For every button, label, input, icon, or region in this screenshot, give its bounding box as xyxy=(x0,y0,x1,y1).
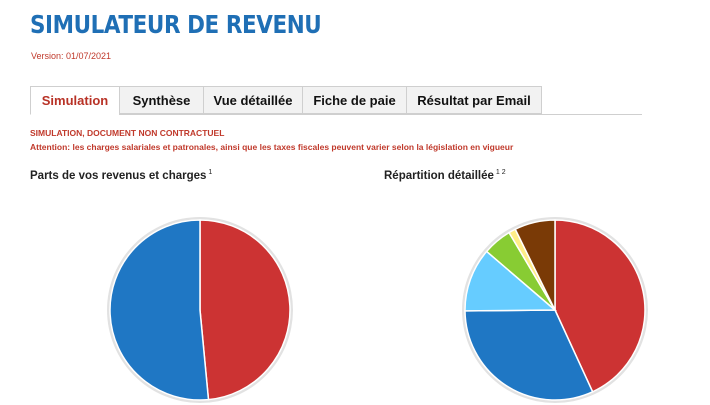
tab-simulation[interactable]: Simulation xyxy=(30,86,119,115)
pie-chart-repartition-detaillee xyxy=(462,217,648,403)
pie-chart-revenus-charges xyxy=(107,217,293,403)
tab-vue-detaillee[interactable]: Vue détaillée xyxy=(203,86,302,114)
repartition-slice-2[interactable] xyxy=(464,250,558,312)
simulation-disclaimer: SIMULATION, DOCUMENT NON CONTRACTUEL xyxy=(30,128,225,138)
chart-title-repartition: Répartition détaillée 1 2 xyxy=(384,169,506,182)
page-title: SIMULATEUR DE REVENU xyxy=(30,10,322,39)
version-label: Version: 01/07/2021 xyxy=(31,51,112,61)
tab-resultat-par-email[interactable]: Résultat par Email xyxy=(406,86,542,114)
footnote-marker: 1 2 xyxy=(495,169,506,176)
revenus-charges-slice-1[interactable] xyxy=(109,219,210,401)
chart-title-repartition-text: Répartition détaillée xyxy=(384,169,494,182)
chart-title-revenus-text: Parts de vos revenus et charges xyxy=(30,169,207,182)
legislation-warning: Attention: les charges salariales et pat… xyxy=(30,142,514,152)
revenus-charges-slice-0[interactable] xyxy=(199,219,291,401)
tab-bar: Simulation Synthèse Vue détaillée Fiche … xyxy=(30,86,642,115)
repartition-slice-1[interactable] xyxy=(464,309,594,401)
footnote-marker: 1 xyxy=(208,169,213,176)
tab-fiche-de-paie[interactable]: Fiche de paie xyxy=(302,86,406,114)
chart-title-revenus: Parts de vos revenus et charges 1 xyxy=(30,169,212,182)
tab-synthese[interactable]: Synthèse xyxy=(119,86,203,114)
repartition-slice-5[interactable] xyxy=(514,219,556,311)
repartition-slice-0[interactable] xyxy=(554,219,646,393)
